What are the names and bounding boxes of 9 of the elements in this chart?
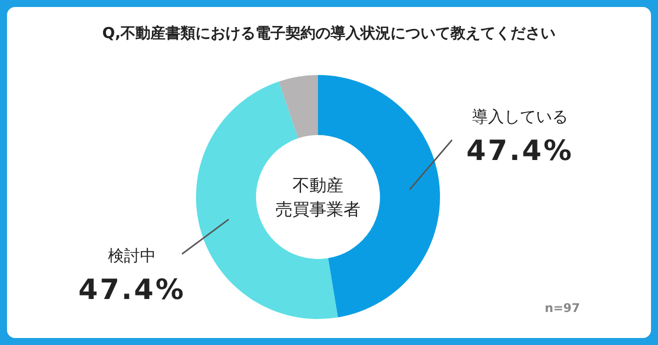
donut-slice xyxy=(278,75,318,138)
text: 売買事業者 xyxy=(276,200,360,220)
slice-label: 導入している xyxy=(472,107,568,126)
text: n=97 xyxy=(544,301,580,315)
data-label: 47.4% xyxy=(78,273,186,306)
chart-title: Q,不動産書類における電子契約の導入状況について教えてください xyxy=(102,24,556,42)
data-label: 47.4% xyxy=(466,134,574,167)
slice-label: 検討中 xyxy=(108,246,156,265)
text: 不動産 xyxy=(292,176,344,196)
